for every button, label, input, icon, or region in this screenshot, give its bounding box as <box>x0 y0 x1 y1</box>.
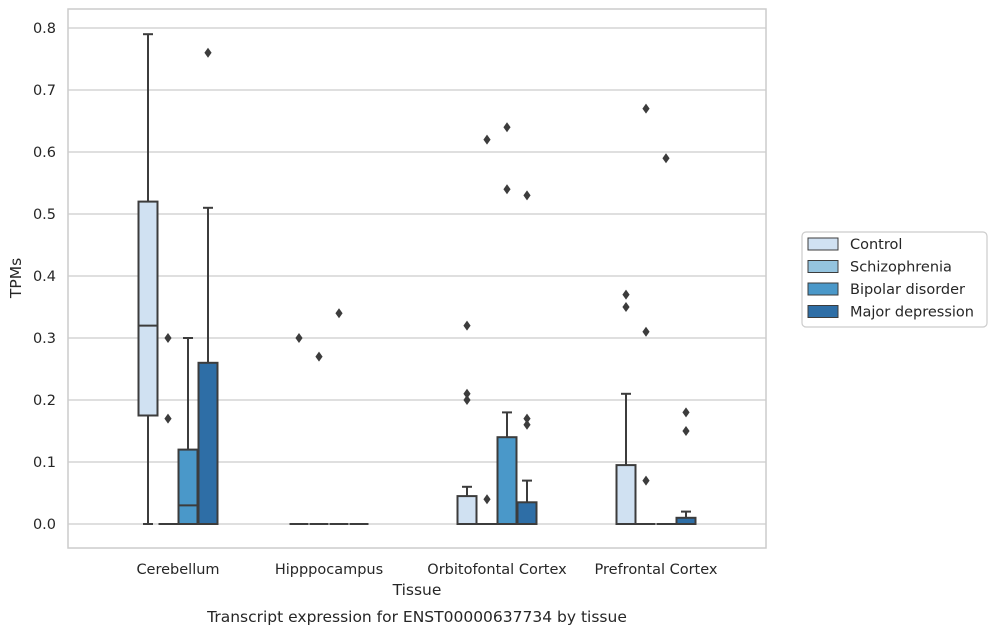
box-bipolar-disorder <box>329 308 349 525</box>
x-axis-title: Tissue <box>392 581 442 599</box>
outlier-point <box>483 134 491 145</box>
y-axis-ticks: 0.0 0.1 0.2 0.3 0.4 0.5 0.6 0.7 0.8 <box>33 21 56 533</box>
box-body <box>615 464 637 526</box>
outlier-point <box>523 413 531 424</box>
outlier-point <box>204 47 212 58</box>
outlier-point <box>642 475 650 486</box>
box-body <box>177 448 199 526</box>
outlier-point <box>682 407 690 418</box>
outlier-point <box>164 413 172 424</box>
box-body <box>496 436 518 526</box>
x-tick-label: Prefrontal Cortex <box>595 562 718 578</box>
legend: Control Schizophrenia Bipolar disorder Majo… <box>801 231 988 328</box>
box-schizophrenia <box>309 351 329 525</box>
outlier-point <box>335 308 343 319</box>
box-control <box>615 289 637 526</box>
legend-item: Major depression <box>807 305 974 321</box>
y-tick-label: 0.0 <box>33 517 56 533</box>
outlier-point <box>622 302 630 312</box>
y-tick-label: 0.5 <box>33 207 56 223</box>
box-schizophrenia <box>477 134 497 525</box>
axes-frame <box>67 8 767 549</box>
y-tick-label: 0.4 <box>33 269 56 285</box>
y-tick-label: 0.1 <box>33 455 56 471</box>
legend-item: Control <box>807 237 902 253</box>
x-tick-label: Orbitofontal Cortex <box>427 562 567 578</box>
box-body <box>456 495 478 526</box>
box-major-depression <box>675 407 697 525</box>
legend-swatch <box>807 260 839 273</box>
box-control <box>289 333 309 525</box>
box-body <box>197 361 219 525</box>
outlier-point <box>523 190 531 201</box>
legend-label: Control <box>850 237 902 253</box>
box-bipolar-disorder <box>656 153 676 525</box>
legend-item: Schizophrenia <box>807 260 952 276</box>
outlier-point <box>463 320 471 331</box>
legend-label: Schizophrenia <box>850 260 952 276</box>
outlier-point <box>682 426 690 436</box>
legend-label: Bipolar disorder <box>850 282 965 298</box>
legend-swatch <box>807 305 839 318</box>
legend-swatch <box>807 282 839 296</box>
legend-swatch <box>807 237 839 251</box>
outlier-point <box>463 395 471 405</box>
outlier-point <box>295 333 303 343</box>
y-tick-label: 0.3 <box>33 331 56 347</box>
box-schizophrenia <box>636 103 656 525</box>
outlier-point <box>523 419 531 430</box>
box-body <box>137 200 159 417</box>
legend-label: Major depression <box>850 305 974 321</box>
outlier-point <box>662 153 670 164</box>
outlier-point <box>642 103 650 114</box>
x-tick-label: Hipppocampus <box>275 562 383 578</box>
box-control <box>456 320 478 526</box>
outlier-point <box>503 122 511 133</box>
plot-area <box>137 33 697 526</box>
box-body <box>516 501 538 525</box>
box-bipolar-disorder <box>177 337 199 526</box>
outlier-point <box>642 326 650 337</box>
box-bipolar-disorder <box>496 122 518 526</box>
x-axis-ticks: Cerebellum Hipppocampus Orbitofontal Corte… <box>136 562 717 578</box>
y-tick-label: 0.6 <box>33 145 56 161</box>
box-schizophrenia <box>158 333 178 525</box>
figure-caption: Transcript expression for ENST0000063773… <box>206 608 627 626</box>
outlier-point <box>164 333 172 343</box>
outlier-point <box>463 388 471 399</box>
box-control <box>137 33 159 525</box>
legend-item: Bipolar disorder <box>807 282 965 298</box>
box-major-depression <box>516 190 538 525</box>
y-tick-label: 0.2 <box>33 393 56 409</box>
box-major-depression <box>197 47 219 525</box>
y-tick-label: 0.7 <box>33 83 56 99</box>
legend-frame <box>801 231 988 328</box>
outlier-point <box>483 494 491 505</box>
outlier-point <box>503 184 511 195</box>
y-tick-label: 0.8 <box>33 21 56 37</box>
plot-frame <box>67 8 767 549</box>
outlier-point <box>622 289 630 300</box>
x-tick-label: Cerebellum <box>136 562 219 578</box>
outlier-point <box>315 351 323 362</box>
y-axis-title: TPMs <box>7 258 25 299</box>
